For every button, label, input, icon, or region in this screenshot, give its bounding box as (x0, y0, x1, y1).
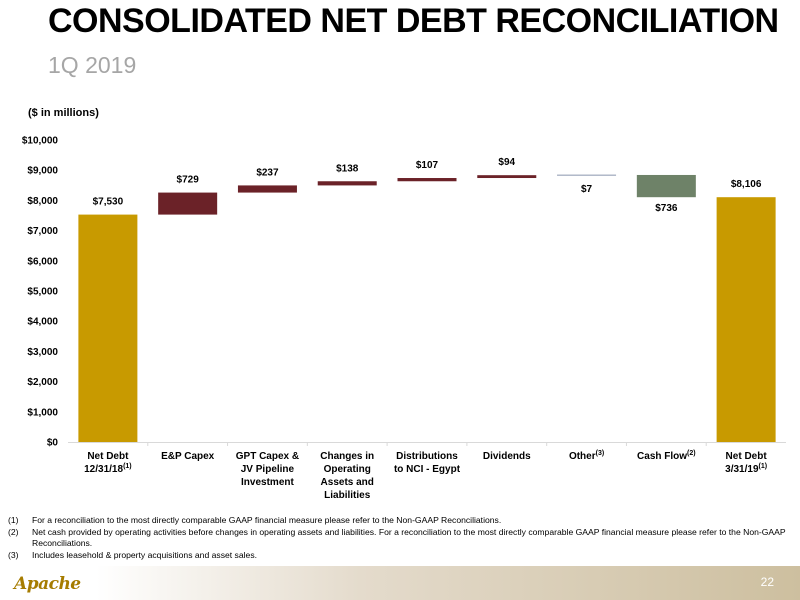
footnote-text: For a reconciliation to the most directl… (32, 515, 502, 525)
y-tick-label: $0 (47, 438, 59, 449)
waterfall-chart: $0 $1,000 $2,000 $3,000 $4,000 $5,000 $6,000 $7… (22, 136, 786, 501)
y-tick-label: $8,000 (27, 196, 58, 207)
category-label: GPT Capex & JV Pipeline Investment (236, 451, 299, 488)
y-tick-label: $3,000 (27, 347, 58, 358)
footnote-1: (1) For a reconciliation to the most dir… (8, 515, 792, 527)
y-tick-label: $6,000 (27, 256, 58, 267)
y-axis: $0 $1,000 $2,000 $3,000 $4,000 $5,000 $6,000 $7… (22, 136, 59, 449)
bar-increase (237, 185, 297, 193)
bar-increase (397, 178, 457, 182)
footnote-3: (3) Includes leasehold & property acquis… (8, 550, 792, 562)
bar-decrease (636, 174, 696, 198)
data-label: $7,530 (93, 197, 124, 208)
page-subtitle: 1Q 2019 (48, 52, 137, 78)
footnote-text: Includes leasehold & property acquisitio… (32, 549, 258, 560)
data-label: $729 (177, 175, 200, 186)
unit-note: ($ in millions) (28, 107, 99, 119)
category-label: Net Debt 3/31/19(1) (725, 451, 767, 475)
footnote-number: (1) (8, 515, 19, 525)
footnotes: (1) For a reconciliation to the most dir… (8, 515, 792, 561)
bars: $7,530 $729 $237 $138 $107 $94 $7 $736 $8,106 (78, 157, 776, 442)
y-tick-label: $10,000 (22, 136, 59, 147)
category-label: E&P Capex (161, 451, 215, 462)
bar-increase (317, 181, 377, 186)
footnote-text: Net cash provided by operating activitie… (32, 526, 786, 549)
y-tick-label: $7,000 (27, 226, 58, 237)
y-tick-label: $2,000 (27, 377, 58, 388)
data-label: $138 (336, 163, 359, 174)
y-tick-label: $9,000 (27, 166, 58, 177)
category-label: Cash Flow(2) (637, 450, 696, 462)
bar-increase (158, 192, 218, 215)
category-label: Net Debt 12/31/18(1) (84, 451, 132, 475)
data-label: $237 (256, 167, 279, 178)
y-tick-label: $4,000 (27, 317, 58, 328)
footnote-number: (2) (8, 526, 19, 537)
category-label: Dividends (483, 451, 531, 462)
data-label: $107 (416, 160, 439, 171)
data-label: $7 (581, 184, 593, 195)
y-tick-label: $5,000 (27, 287, 58, 298)
y-tick-label: $1,000 (27, 407, 58, 418)
category-label: Distributions to NCI - Egypt (394, 451, 461, 475)
bar-other (557, 174, 617, 176)
data-label: $8,106 (731, 179, 762, 190)
page-number: 22 (760, 575, 774, 589)
category-label: Other(3) (569, 450, 604, 462)
page-title: CONSOLIDATED NET DEBT RECONCILIATION (48, 2, 779, 40)
data-label: $736 (655, 203, 678, 214)
footnote-number: (3) (8, 549, 19, 560)
apache-logo: Apache (14, 574, 81, 594)
data-label: $94 (498, 157, 515, 168)
bar-total (78, 214, 138, 442)
bar-increase (477, 175, 537, 179)
category-label: Changes in Operating Assets and Liabilities (320, 451, 374, 501)
x-axis: Net Debt 12/31/18(1) E&P Capex GPT Capex & J… (68, 442, 786, 501)
bar-total (716, 197, 776, 442)
footer-bar: Apache 22 (0, 566, 800, 600)
footnote-2: (2) Net cash provided by operating activ… (8, 527, 792, 550)
